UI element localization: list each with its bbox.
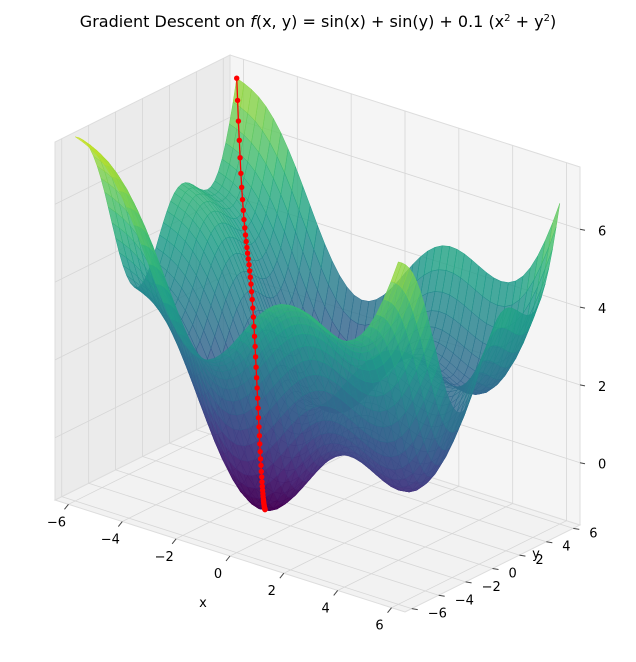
floor-gridline-y xyxy=(115,469,466,583)
z-tick-label: 2 xyxy=(598,380,606,395)
descent-point xyxy=(250,314,257,320)
chart-title: Gradient Descent on f(x, y) = sin(x) + s… xyxy=(80,12,556,31)
surface-plot xyxy=(75,77,561,511)
floor-gridline-y xyxy=(142,456,493,569)
descent-point xyxy=(237,155,243,161)
y-tick-mark xyxy=(411,608,418,611)
surface-facet xyxy=(390,261,403,283)
y-tick-label: 4 xyxy=(562,540,570,555)
descent-point xyxy=(238,170,244,177)
descent-point xyxy=(259,479,265,485)
descent-point xyxy=(241,216,247,223)
y-axis-label: y xyxy=(532,547,540,562)
x-tick-mark xyxy=(171,538,177,545)
x-tick-label: 0 xyxy=(214,567,222,582)
descent-point xyxy=(248,281,254,287)
y-tick-label: −6 xyxy=(428,607,447,622)
z-tick-mark xyxy=(579,228,586,231)
descent-point xyxy=(236,137,242,143)
descent-point xyxy=(244,250,251,256)
x-tick-label: 6 xyxy=(375,619,383,634)
descent-point xyxy=(259,483,265,489)
floor-gridline-y xyxy=(61,496,412,610)
descent-point xyxy=(250,305,256,311)
back-gridline-z xyxy=(229,116,581,230)
z-tick-label: 0 xyxy=(598,458,606,473)
descent-point xyxy=(246,262,252,268)
descent-point xyxy=(249,296,255,303)
descent-point xyxy=(256,424,262,430)
x-axis-label: x xyxy=(199,596,207,611)
x-tick-mark xyxy=(387,607,392,614)
floor-gridline-y xyxy=(88,482,439,596)
descent-point xyxy=(245,256,251,262)
descent-point xyxy=(254,395,261,401)
descent-point xyxy=(257,448,263,455)
x-tick-label: −2 xyxy=(155,550,174,565)
descent-point xyxy=(257,441,263,447)
descent-point xyxy=(234,97,241,104)
x-tick-mark xyxy=(279,572,285,579)
z-tick-mark xyxy=(579,384,586,387)
y-tick-mark xyxy=(465,581,472,584)
y-tick-mark xyxy=(573,527,580,530)
descent-point xyxy=(240,207,246,213)
descent-point xyxy=(254,385,260,391)
descent-point xyxy=(242,232,249,238)
descent-point xyxy=(256,433,263,439)
y-tick-mark xyxy=(438,594,445,597)
descent-point xyxy=(248,288,255,295)
descent-point xyxy=(239,184,245,190)
z-tick-mark xyxy=(579,462,586,465)
y-tick-label: 6 xyxy=(589,526,597,541)
x-tick-mark xyxy=(225,555,231,562)
descent-path xyxy=(234,75,268,513)
x-tick-mark xyxy=(64,503,69,510)
descent-point xyxy=(239,196,246,203)
descent-point xyxy=(235,118,242,124)
descent-point xyxy=(234,75,240,81)
descent-point xyxy=(258,462,264,469)
y-tick-label: 2 xyxy=(535,553,543,568)
y-tick-mark xyxy=(519,554,526,557)
descent-point xyxy=(252,354,259,360)
descent-point xyxy=(255,405,261,411)
descent-point xyxy=(251,333,258,339)
y-tick-label: 0 xyxy=(509,567,517,582)
x-tick-mark xyxy=(117,521,123,527)
x-tick-label: −4 xyxy=(101,533,120,548)
x-tick-mark xyxy=(333,590,339,596)
descent-point xyxy=(243,238,249,245)
z-tick-label: 6 xyxy=(598,224,606,239)
descent-point xyxy=(247,268,253,274)
y-tick-mark xyxy=(546,541,553,544)
y-tick-label: −4 xyxy=(455,593,474,608)
descent-point xyxy=(253,375,260,381)
z-tick-label: 4 xyxy=(598,302,606,317)
descent-point xyxy=(257,456,264,462)
z-tick-mark xyxy=(579,306,586,309)
x-tick-label: 4 xyxy=(322,602,330,617)
descent-point xyxy=(259,474,265,480)
descent-point xyxy=(255,415,262,421)
y-tick-mark xyxy=(492,568,499,570)
left-gridline-z xyxy=(54,116,231,205)
descent-point xyxy=(252,343,258,350)
x-tick-label: 2 xyxy=(268,584,276,599)
descent-point xyxy=(251,323,257,330)
descent-point xyxy=(258,468,264,475)
x-tick-label: −6 xyxy=(47,515,66,530)
descent-point xyxy=(262,506,268,513)
descent-point xyxy=(242,225,248,231)
descent-point xyxy=(253,364,259,370)
descent-point xyxy=(247,274,253,280)
descent-point xyxy=(244,244,250,251)
y-tick-label: −2 xyxy=(482,580,501,595)
axis-ticks: −6 −4 −2 0 2 4 6 −6 −4 −2 0 2 4 6 0 2 4 6 xyxy=(47,224,606,633)
